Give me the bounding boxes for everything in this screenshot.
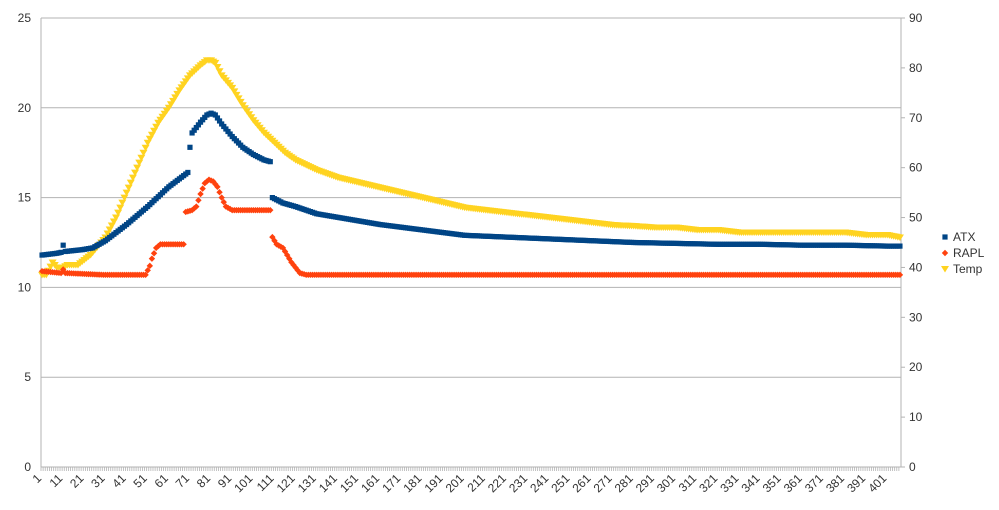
y-left-tick-label: 0 [24,460,31,474]
point-rapl [214,183,221,191]
point-temp [128,174,137,182]
point-rapl [267,206,274,214]
point-temp [232,91,241,99]
point-temp [213,64,222,71]
y-right-tick-label: 20 [909,360,923,374]
series-rapl [38,176,904,279]
y-right-tick-label: 80 [909,61,923,75]
point-temp [131,169,140,177]
point-rapl [57,269,65,277]
point-atx [193,124,199,131]
legend-label-temp: Temp [953,262,983,276]
legend-label-rapl: RAPL [953,246,985,260]
point-atx [216,118,223,124]
point-temp [120,194,129,202]
point-rapl [195,197,202,204]
legend-label-atx: ATX [953,230,975,244]
point-temp [124,184,133,192]
point-atx [58,249,64,255]
series-temp [38,57,904,279]
y-left-tick-label: 10 [18,280,32,294]
point-rapl [218,194,225,201]
point-rapl [269,233,276,241]
point-atx [897,243,903,249]
point-rapl [148,255,156,262]
point-temp [122,189,131,197]
point-temp [228,84,237,92]
y-left-tick-label: 15 [18,191,32,205]
point-rapl [226,205,234,213]
y-right-tick-label: 10 [909,410,923,424]
y-right-tick-label: 60 [909,161,923,175]
point-atx [195,122,202,128]
point-temp [895,234,904,242]
point-atx [60,242,66,248]
y-left-tick-label: 5 [24,370,31,384]
y-left-tick-label: 20 [18,101,32,115]
y-right-tick-label: 30 [909,310,923,324]
point-temp [230,88,239,95]
y-right-tick-label: 50 [909,211,923,225]
y-left-tick-label: 25 [18,11,32,25]
point-rapl [193,203,200,210]
point-rapl [216,189,223,196]
series-atx [39,110,903,258]
point-temp [236,98,245,106]
point-temp [135,159,144,167]
point-rapl [142,271,149,279]
point-atx [214,115,221,121]
legend-marker-temp [941,266,949,273]
point-temp [137,154,146,162]
point-rapl [199,185,206,192]
point-temp [215,68,224,75]
point-rapl [197,190,204,198]
point-atx [189,130,195,136]
legend: ATX RAPL Temp [941,230,985,276]
point-atx [185,169,191,176]
point-rapl [59,266,67,273]
point-rapl [144,267,151,274]
point-temp [118,199,127,207]
data-series [38,57,904,279]
point-temp [112,214,121,222]
legend-marker-rapl [941,249,949,257]
y-right-tick-label: 0 [909,460,916,474]
point-temp [141,144,150,152]
point-atx [191,127,197,133]
point-rapl [180,241,187,248]
point-temp [139,149,148,157]
y-right-tick-label: 40 [909,260,923,274]
point-temp [211,59,220,67]
legend-marker-atx [942,234,948,240]
point-temp [126,179,135,187]
point-rapl [152,244,160,252]
point-rapl [150,250,158,257]
y-right-tick-label: 90 [909,11,923,25]
point-atx [212,112,218,118]
point-temp [116,204,125,212]
point-temp [234,95,243,102]
point-rapl [896,271,904,279]
point-rapl [220,198,227,206]
point-temp [133,164,142,172]
point-rapl [188,206,196,214]
y-right-tick-label: 70 [909,111,923,125]
point-rapl [146,262,154,270]
point-atx [267,159,273,165]
point-temp [114,209,123,217]
point-atx [187,144,193,150]
